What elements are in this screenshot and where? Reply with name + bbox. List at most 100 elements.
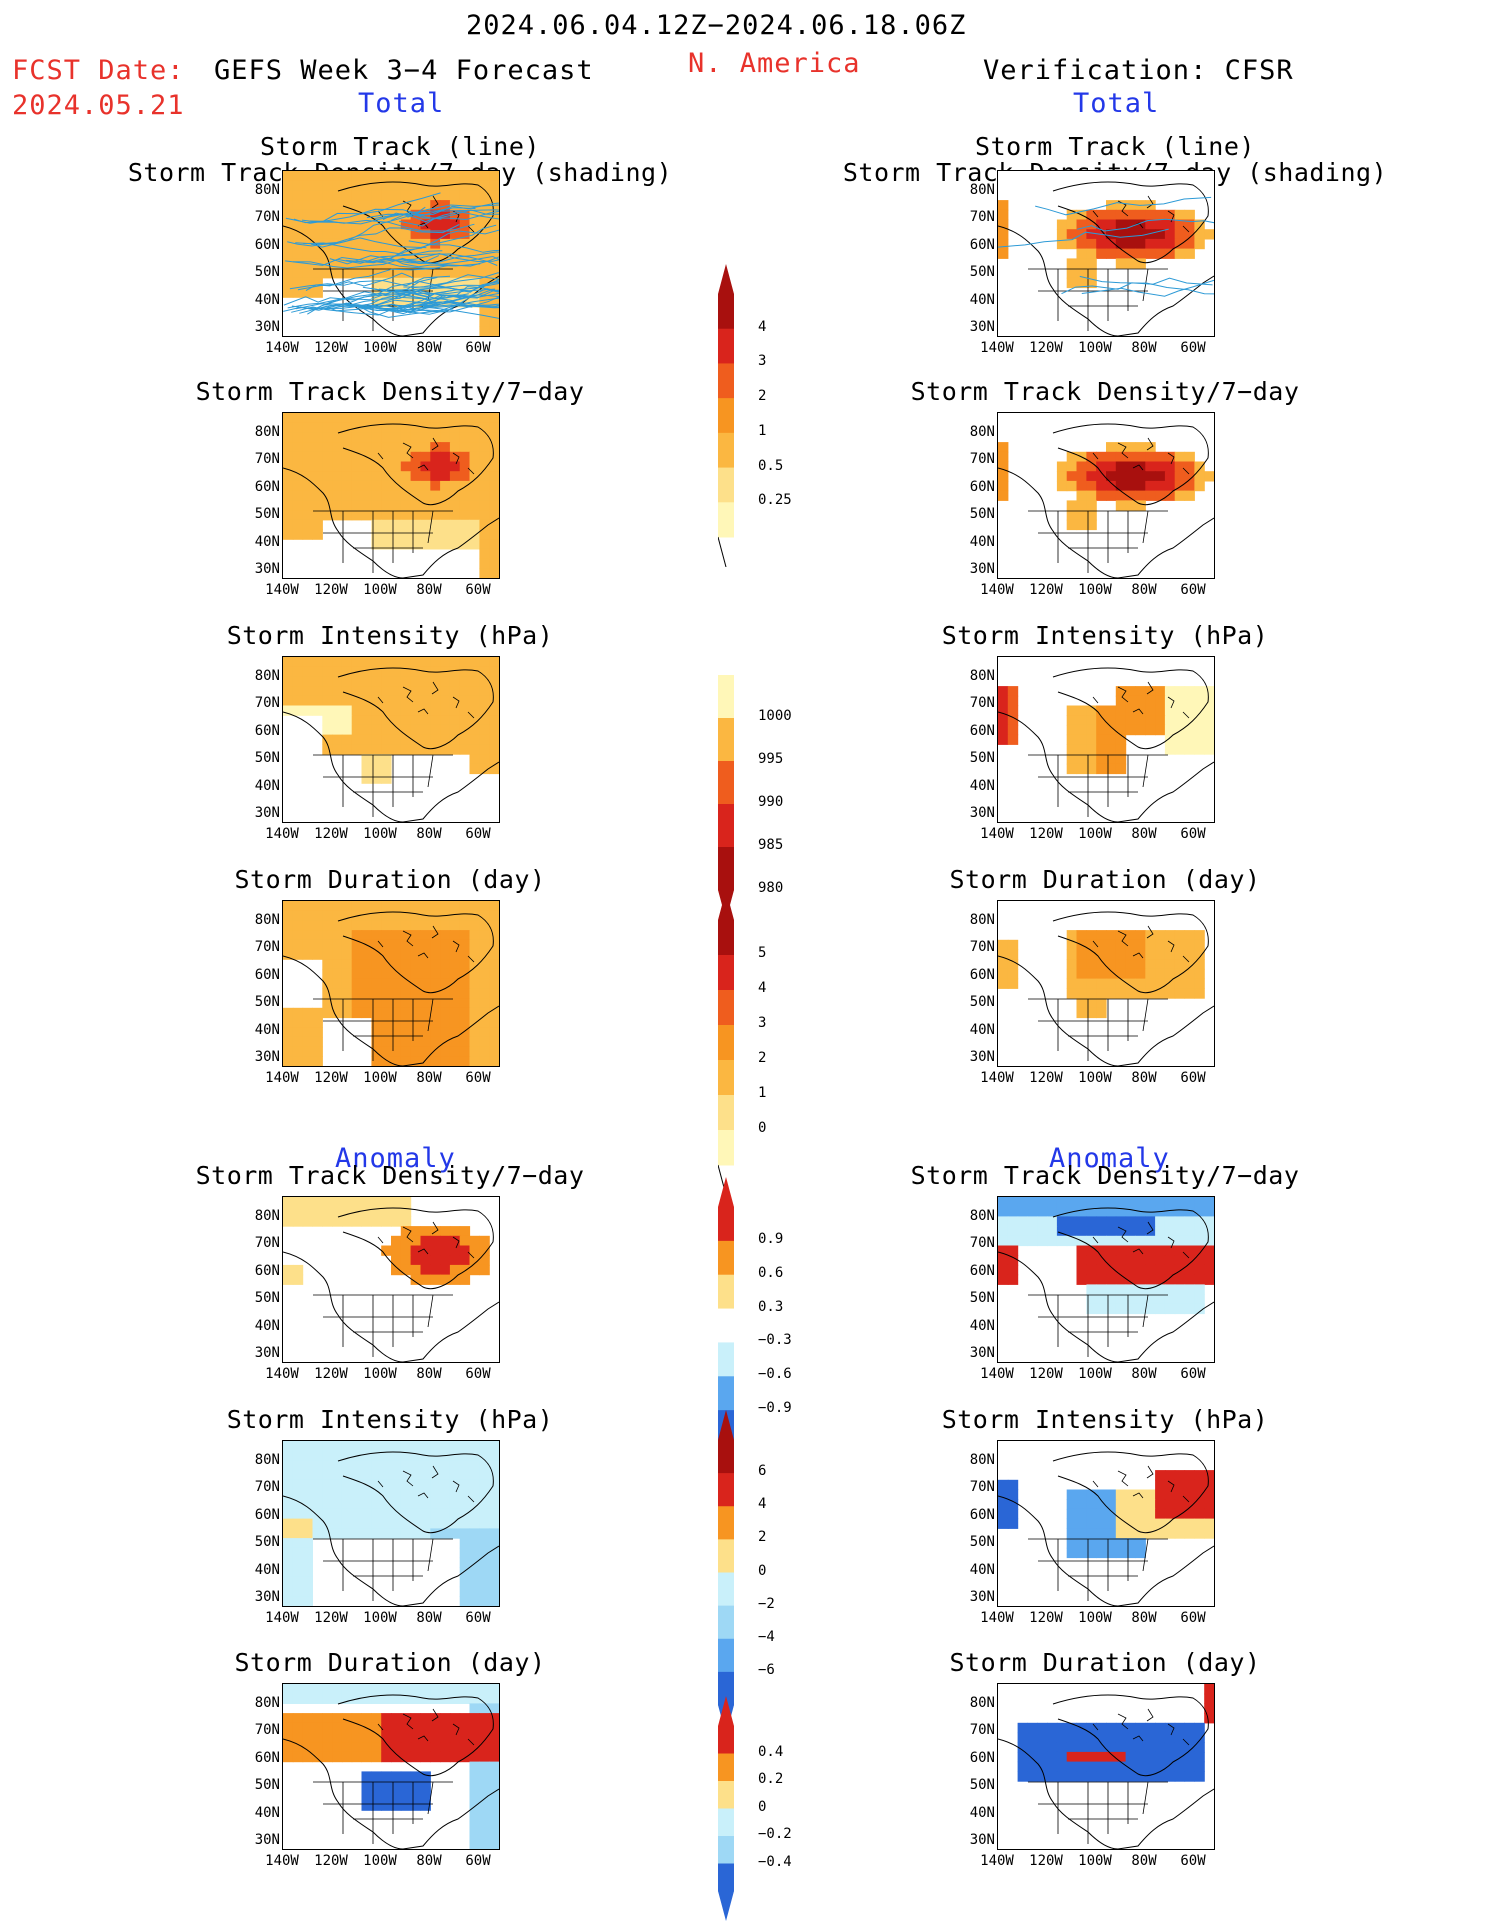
colorbar-tick-label: 2 <box>758 388 767 405</box>
region-title: N. America <box>688 48 861 79</box>
colorbar-tick-label: 5 <box>758 945 767 961</box>
lat-tick-label: 60N <box>969 1506 995 1523</box>
lat-tick-label: 60N <box>254 236 280 253</box>
forecast-density-panel: Storm Track Density/7−day 80N 70N 60N 50N 40… <box>0 377 680 629</box>
lon-tick-label: 140W <box>265 1610 299 1626</box>
forecast-duration-panel: Storm Duration (day) 80N 70N 60N 50N 40N 30N 1… <box>0 865 680 1117</box>
colorbar-tick-label: 0.3 <box>758 1298 784 1315</box>
forecast-duration-anomaly-panel: Storm Duration (day) 80N 70N 60N 50N 40N 30N 1… <box>0 1648 680 1900</box>
lon-tick-label: 60W <box>1180 1366 1206 1382</box>
lon-tick-label: 120W <box>1029 1070 1063 1086</box>
lon-tick-label: 80W <box>1131 1070 1157 1086</box>
lat-tick-label: 80N <box>254 912 280 928</box>
colorbar-tick-label: 1 <box>758 1085 767 1101</box>
lat-tick-label: 60N <box>969 966 995 983</box>
density-total-colorbar: 4 3 2 1 0.5 0.25 <box>717 264 792 571</box>
lon-tick-label: 60W <box>465 582 491 598</box>
lat-tick-label: 70N <box>254 209 280 226</box>
lat-tick-label: 70N <box>254 451 280 468</box>
lat-tick-label: 50N <box>254 264 280 281</box>
lat-tick-label: 80N <box>254 1208 280 1224</box>
colorbar-tick-label: 0.9 <box>758 1230 784 1247</box>
lat-tick-label: 70N <box>969 209 995 226</box>
lat-tick-label: 80N <box>254 182 280 198</box>
lat-tick-label: 50N <box>254 1777 280 1794</box>
density-anomaly-colorbar: 0.9 0.6 0.3 −0.3 −0.6 −0.9 <box>718 1177 792 1478</box>
lat-tick-label: 60N <box>969 722 995 739</box>
lat-tick-label: 30N <box>254 1832 280 1849</box>
lat-tick-label: 40N <box>969 1021 995 1038</box>
lon-tick-label: 120W <box>1029 1366 1063 1382</box>
colorbar-tick-label: 0 <box>758 1798 767 1815</box>
lon-tick-label: 60W <box>465 340 491 356</box>
lon-tick-label: 120W <box>1029 582 1063 598</box>
lat-tick-label: 30N <box>254 805 280 822</box>
left-track-line-title: Storm Track (line) <box>260 132 540 161</box>
lat-tick-label: 70N <box>969 1479 995 1496</box>
lat-tick-label: 30N <box>254 1589 280 1606</box>
lon-tick-label: 120W <box>314 340 348 356</box>
panel-title: Storm Intensity (hPa) <box>226 1405 554 1434</box>
right-total-label: Total <box>1073 88 1160 119</box>
lat-tick-label: 70N <box>254 1479 280 1496</box>
lat-tick-label: 50N <box>254 506 280 523</box>
map-plot <box>282 170 500 337</box>
verification-intensity-anomaly-panel: Storm Intensity (hPa) 80N 70N 60N 50N 40N 30N… <box>715 1405 1395 1657</box>
lat-tick-label: 30N <box>969 319 995 336</box>
colorbar-tick-label: −0.9 <box>758 1400 792 1417</box>
lon-tick-label: 100W <box>363 1070 397 1086</box>
lon-tick-label: 100W <box>363 1610 397 1626</box>
forecast-track-panel: 80N 70N 60N 50N 40N 30N 140W 120W 100W 80W 60W <box>0 137 680 387</box>
lat-tick-label: 40N <box>969 777 995 794</box>
lon-tick-label: 100W <box>1078 340 1112 356</box>
lat-tick-label: 80N <box>969 1208 995 1224</box>
colorbar-tick-label: −2 <box>758 1595 775 1612</box>
lon-tick-label: 120W <box>1029 826 1063 842</box>
colorbar-tick-label: 3 <box>758 353 767 370</box>
colorbar-tick-label: 3 <box>758 1015 767 1031</box>
lon-tick-label: 100W <box>363 582 397 598</box>
lon-tick-label: 100W <box>363 826 397 842</box>
lat-tick-label: 70N <box>254 1722 280 1739</box>
colorbar-tick-label: 985 <box>758 837 784 853</box>
lat-tick-label: 40N <box>969 1561 995 1578</box>
lat-tick-label: 80N <box>254 424 280 440</box>
lon-tick-label: 120W <box>1029 1853 1063 1869</box>
verification-track-panel: 80N 70N 60N 50N 40N 30N 140W 120W 100W 80W 60W <box>715 137 1395 387</box>
lat-tick-label: 40N <box>254 777 280 794</box>
lon-tick-label: 140W <box>980 826 1014 842</box>
lat-tick-label: 50N <box>969 750 995 767</box>
lat-tick-label: 40N <box>969 1804 995 1821</box>
colorbar-tick-label: 4 <box>758 980 767 996</box>
lat-tick-label: 60N <box>254 966 280 983</box>
lat-tick-label: 70N <box>254 695 280 712</box>
lon-tick-label: 100W <box>1078 826 1112 842</box>
verification-title: Verification: CFSR <box>983 55 1294 86</box>
lon-tick-label: 120W <box>1029 340 1063 356</box>
map-plot <box>997 170 1215 337</box>
lat-tick-label: 80N <box>969 1695 995 1711</box>
map-plot <box>282 1683 500 1850</box>
colorbar-tick-label: −0.6 <box>758 1366 792 1383</box>
colorbar-tick-label: 0.4 <box>758 1743 784 1760</box>
colorbar-tick-label: 6 <box>758 1463 767 1480</box>
lon-tick-label: 140W <box>980 582 1014 598</box>
lat-tick-label: 50N <box>969 1534 995 1551</box>
lon-tick-label: 100W <box>1078 1610 1112 1626</box>
lat-tick-label: 30N <box>969 1832 995 1849</box>
colorbar-tick-label: −4 <box>758 1628 775 1645</box>
lat-tick-label: 40N <box>969 291 995 308</box>
lat-tick-label: 60N <box>969 478 995 495</box>
lat-tick-label: 40N <box>969 1317 995 1334</box>
lon-tick-label: 140W <box>265 1853 299 1869</box>
map-plot <box>997 1440 1215 1607</box>
colorbar-tick-label: −0.4 <box>758 1853 792 1870</box>
colorbar-tick-label: 0.5 <box>758 457 784 474</box>
lon-tick-label: 100W <box>363 1366 397 1382</box>
verification-density-anomaly-panel: Storm Track Density/7−day 80N 70N 60N 50N 40… <box>715 1161 1395 1413</box>
forecast-density-anomaly-panel: Storm Track Density/7−day 80N 70N 60N 50N 40… <box>0 1161 680 1413</box>
colorbar-tick-label: 4 <box>758 318 767 335</box>
lat-tick-label: 80N <box>254 1452 280 1468</box>
colorbar-tick-label: 2 <box>758 1050 767 1066</box>
lat-tick-label: 50N <box>969 1777 995 1794</box>
